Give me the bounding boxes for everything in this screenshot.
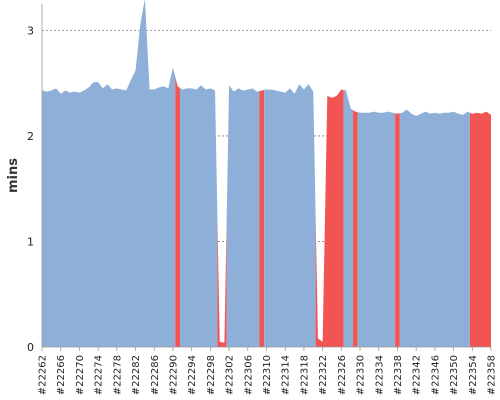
area-segment-ok — [179, 85, 218, 347]
x-tick-label: #22282 — [131, 355, 142, 395]
y-tick-label: 3 — [27, 24, 34, 37]
x-tick-label: #22306 — [243, 355, 254, 395]
y-tick-labels: 0 1 2 3 — [27, 24, 34, 354]
area-segment-ok — [42, 0, 176, 347]
x-tick-label: #22338 — [393, 355, 404, 395]
x-tick-label: #22302 — [225, 355, 236, 395]
area-segment-fail — [175, 76, 180, 347]
area-segment-fail — [259, 90, 265, 347]
x-tick-label: #22318 — [299, 355, 310, 395]
area-segment-fail — [315, 89, 344, 348]
x-tick-label: #22330 — [356, 355, 367, 395]
x-tick-label: #22314 — [281, 355, 292, 395]
x-tick-label: #22346 — [430, 355, 441, 395]
area-segment-fail — [217, 214, 227, 347]
area-segment-ok — [264, 84, 316, 348]
x-tick-label: #22294 — [187, 355, 198, 395]
x-tick-label: #22358 — [487, 355, 498, 395]
x-tick-label: #22274 — [94, 355, 105, 395]
x-tick-labels: #22262 #22266 #22270 #22274 #22278 #22282 #222… — [38, 347, 498, 395]
x-tick-label: #22262 — [38, 355, 49, 395]
x-tick-label: #22278 — [112, 355, 123, 395]
area-layer — [42, 0, 491, 348]
x-tick-label: #22354 — [468, 355, 479, 395]
x-tick-label: #22286 — [150, 355, 161, 395]
x-tick-label: #22326 — [337, 355, 348, 395]
area-segment-ok — [399, 109, 470, 347]
x-tick-label: #22334 — [374, 355, 385, 395]
y-axis-title: mins — [6, 158, 21, 193]
area-segment-ok — [226, 85, 260, 347]
x-tick-label: #22310 — [262, 355, 273, 395]
y-tick-label: 1 — [27, 235, 34, 248]
area-segment-fail — [395, 113, 400, 347]
x-tick-label: #22290 — [168, 355, 179, 395]
y-tick-label: 2 — [27, 130, 34, 143]
x-tick-label: #22270 — [75, 355, 86, 395]
x-tick-label: #22298 — [206, 355, 217, 395]
area-segment-fail — [469, 111, 491, 348]
y-tick-label: 0 — [27, 341, 34, 354]
area-segment-ok — [343, 90, 354, 347]
x-tick-label: #22342 — [412, 355, 423, 395]
area-segment-ok — [357, 111, 396, 348]
x-tick-label: #22322 — [318, 355, 329, 395]
x-tick-label: #22266 — [56, 355, 67, 395]
x-tick-label: #22350 — [449, 355, 460, 395]
area-segment-fail — [353, 110, 358, 347]
